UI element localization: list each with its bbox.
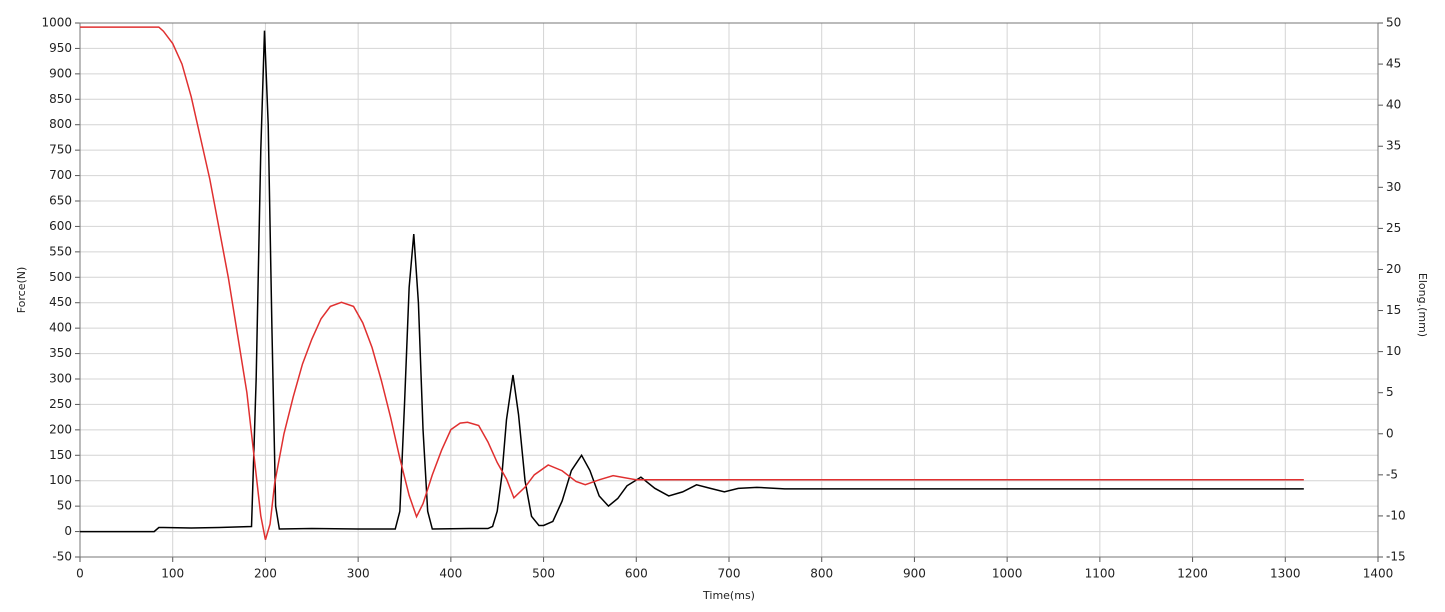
x-tick-label: 1300: [1270, 567, 1301, 581]
y-tick-label: 650: [49, 194, 72, 208]
y-tick-label: 150: [49, 448, 72, 462]
y-tick-label: 0: [64, 524, 72, 538]
x-tick-label: 200: [254, 567, 277, 581]
y2-tick-label: -15: [1386, 550, 1406, 564]
y2-tick-label: 5: [1386, 385, 1394, 399]
x-tick-label: 600: [625, 567, 648, 581]
y2-tick-label: 35: [1386, 139, 1401, 153]
x-tick-label: 1200: [1177, 567, 1208, 581]
y-tick-label: 550: [49, 244, 72, 258]
data-line: [80, 26, 1304, 540]
x-axis-label: Time(ms): [702, 589, 755, 602]
y-tick-label: 400: [49, 321, 72, 335]
plot-frame: [79, 22, 1379, 558]
x-tick-label: 700: [718, 567, 741, 581]
y-tick-label: 350: [49, 346, 72, 360]
y2-tick-label: 20: [1386, 262, 1401, 276]
y2-tick-label: 30: [1386, 180, 1401, 194]
y2-tick-label: 15: [1386, 303, 1401, 317]
y2-tick-label: 25: [1386, 221, 1401, 235]
y-tick-label: -50: [52, 550, 72, 564]
y-tick-label: 500: [49, 270, 72, 284]
x-tick-label: 1000: [992, 567, 1023, 581]
x-tick-label: 1400: [1363, 567, 1394, 581]
y2-tick-label: 0: [1386, 426, 1394, 440]
x-tick-label: 300: [347, 567, 370, 581]
y-tick-label: 300: [49, 372, 72, 386]
x-tick-label: 1100: [1085, 567, 1116, 581]
y-tick-label: 450: [49, 295, 72, 309]
y2-tick-label: -5: [1386, 467, 1398, 481]
y2-tick-label: 50: [1386, 16, 1401, 30]
x-tick-label: 400: [439, 567, 462, 581]
y-tick-label: 100: [49, 473, 72, 487]
y2-tick-label: 40: [1386, 98, 1401, 112]
x-tick-label: 500: [532, 567, 555, 581]
y-tick-label: 250: [49, 397, 72, 411]
x-tick-label: 0: [76, 567, 84, 581]
y-tick-label: 1000: [41, 16, 72, 30]
y-tick-label: 900: [49, 66, 72, 80]
y-tick-label: 800: [49, 117, 72, 131]
x-tick-label: 100: [161, 567, 184, 581]
y-tick-label: 700: [49, 168, 72, 182]
y-tick-label: 600: [49, 219, 72, 233]
y-tick-label: 850: [49, 92, 72, 106]
y-tick-label: 200: [49, 422, 72, 436]
x-tick-label: 800: [810, 567, 833, 581]
y-tick-label: 50: [57, 499, 72, 513]
y2-tick-label: -10: [1386, 508, 1406, 522]
y-tick-label: 950: [49, 41, 72, 55]
x-tick-label: 900: [903, 567, 926, 581]
y2-axis-label: Elong.(mm): [1416, 273, 1429, 337]
y-tick-label: 750: [49, 143, 72, 157]
y2-tick-label: 10: [1386, 344, 1401, 358]
y-axis-label: Force(N): [15, 267, 28, 314]
data-line: [80, 30, 1304, 533]
y2-tick-label: 45: [1386, 57, 1401, 71]
